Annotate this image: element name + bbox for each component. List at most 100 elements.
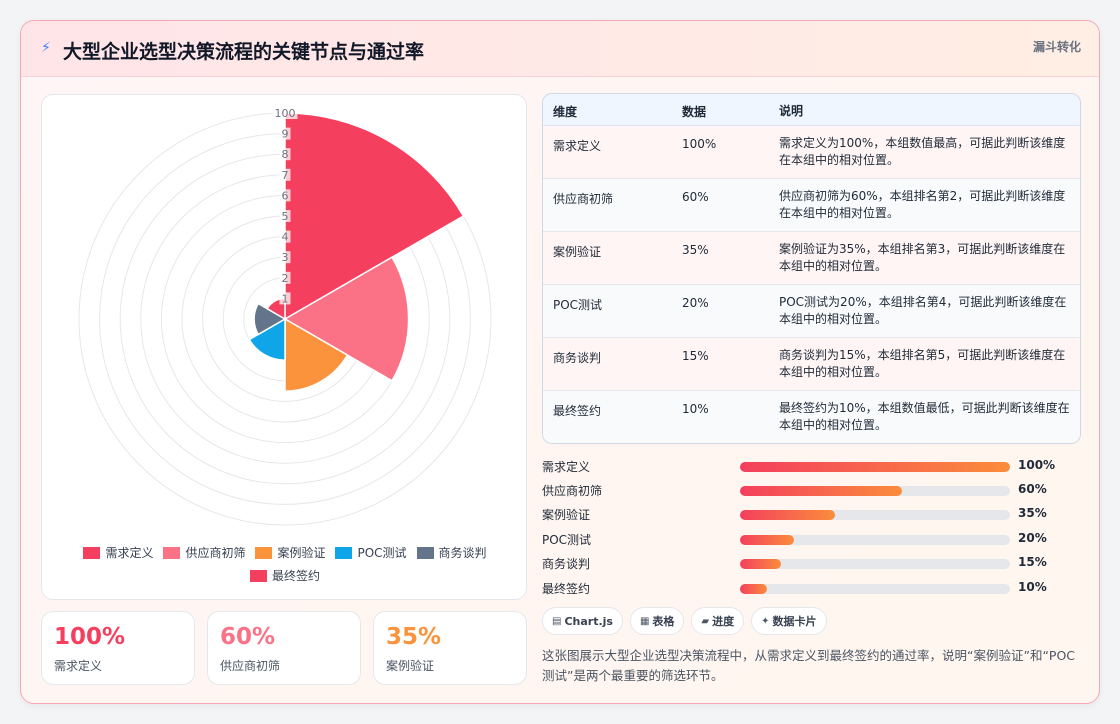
data-table: 维度 数据 说明 需求定义 100% 需求定义为100%，本组数值最高，可据此判… [542,93,1081,444]
progress-track [740,584,1010,594]
cell-note: 供应商初筛为60%，本组排名第2，可据此判断该维度在本组中的相对位置。 [779,189,1066,220]
legend-swatch [249,569,267,582]
progress-track [740,535,1010,545]
progress-value: 60% [1018,482,1047,496]
column-header-dimension: 维度 [553,105,578,119]
legend-item[interactable]: 案例验证 [255,544,325,561]
cell-dimension: 供应商初筛 [553,192,614,206]
tick-label-bg [279,189,291,202]
r-tick-label: 9 [282,128,289,141]
cell-note: 需求定义为100%，本组数值最高，可据此判断该维度在本组中的相对位置。 [779,136,1066,167]
progress-row: 商务谈判 15% [542,553,1081,573]
progress-fill [740,510,835,520]
chip-table[interactable]: ▦ 表格 [629,607,685,635]
polar-sector [284,317,349,392]
kpi-label: 需求定义 [54,659,103,673]
cell-note: POC测试为20%，本组排名第4，可据此判断该维度在本组中的相对位置。 [779,295,1067,326]
chip-chartjs[interactable]: ▤ Chart.js [542,607,623,635]
card-header: ⚡ 大型企业选型决策流程的关键节点与通过率 漏斗转化 [21,21,1099,77]
polar-area-chart: 1 2 3 4 5 6 7 8 9 100 [78,107,492,526]
legend-item[interactable]: POC测试 [335,544,407,561]
page-title: 大型企业选型决策流程的关键节点与通过率 [63,41,425,63]
cell-data: 60% [682,190,709,204]
column-header-data: 数据 [682,105,707,119]
chart-icon: ▤ [552,615,562,627]
kpi-value: 35% [386,624,442,650]
cell-note: 案例验证为35%，本组排名第3，可据此判断该维度在本组中的相对位置。 [779,242,1066,273]
progress-track [740,559,1010,569]
progress-label: 商务谈判 [542,557,591,571]
tick-label-bg [279,148,291,161]
progress-track [740,510,1010,520]
kpi-value: 60% [220,624,276,650]
progress-label: 最终签约 [542,582,591,596]
cell-dimension: 最终签约 [553,404,602,418]
tick-label-bg [272,107,298,119]
polar-sector [253,302,287,336]
progress-value: 20% [1018,531,1047,545]
tech-chips: ▤ Chart.js ▦ 表格 ▰ 进度 ✦ 数据卡片 [542,607,827,635]
tick-label-bg [279,210,291,222]
progress-fill [740,462,1010,472]
legend-item[interactable]: 商务谈判 [416,544,487,561]
cell-dimension: 需求定义 [553,139,602,153]
cell-dimension: POC测试 [553,298,603,312]
tick-label-bg [279,292,291,305]
progress-label: 供应商初筛 [542,484,603,498]
progress-row: 供应商初筛 60% [542,480,1081,500]
tick-label-bg [279,127,291,140]
tick-label-bg [279,230,291,243]
kpi-card: 100% 需求定义 [41,611,195,685]
cell-data: 15% [682,349,709,363]
legend-item[interactable]: 最终签约 [249,567,320,584]
polar-sector [284,112,465,321]
r-tick-label: 3 [282,251,289,264]
tick-label-bg [279,251,291,264]
card-icon: ✦ [761,615,770,627]
legend-item[interactable]: 供应商初筛 [163,544,245,561]
chip-label: 数据卡片 [772,615,817,628]
progress-label: 需求定义 [542,460,591,474]
legend-swatch [335,546,353,559]
cell-note: 最终签约为10%，本组数值最低，可据此判断该维度在本组中的相对位置。 [779,401,1070,432]
chip-label: 表格 [652,615,675,628]
progress-value: 100% [1018,458,1056,472]
progress-row: 最终签约 10% [542,578,1081,598]
chip-progress[interactable]: ▰ 进度 [691,607,745,635]
kpi-label: 供应商初筛 [220,659,281,673]
r-tick-label: 8 [282,148,289,161]
chip-data-cards[interactable]: ✦ 数据卡片 [751,607,827,635]
legend-swatch [83,546,101,559]
r-tick-label: 4 [282,231,289,244]
polar-sector [283,256,410,382]
dashboard-card: ⚡ 大型企业选型决策流程的关键节点与通过率 漏斗转化 1 2 3 4 5 6 7 8 9 100 … [20,20,1100,704]
legend-swatch [255,546,273,559]
progress-value: 10% [1018,580,1047,594]
table-row: 商务谈判 15% 商务谈判为15%，本组排名第5，可据此判断该维度在本组中的相对… [543,338,1080,391]
progress-fill [740,584,767,594]
table-row: 供应商初筛 60% 供应商初筛为60%，本组排名第2，可据此判断该维度在本组中的… [543,179,1080,232]
progress-fill [740,535,794,545]
cell-data: 20% [682,296,709,310]
r-tick-label: 100 [275,107,296,120]
r-tick-label: 1 [282,292,289,305]
progress-fill [740,486,902,496]
legend-label: POC测试 [357,546,407,560]
kpi-label: 案例验证 [386,659,435,673]
kpi-value: 100% [54,624,126,650]
progress-value: 15% [1018,555,1047,569]
progress-value: 35% [1018,506,1047,520]
table-row: 需求定义 100% 需求定义为100%，本组数值最高，可据此判断该维度在本组中的… [543,126,1080,179]
cell-data: 100% [682,137,717,151]
lightning-icon: ⚡ [41,40,51,56]
cell-note: 商务谈判为15%，本组排名第5，可据此判断该维度在本组中的相对位置。 [779,348,1066,379]
legend-item[interactable]: 需求定义 [83,544,153,561]
progress-track [740,486,1010,496]
legend-swatch [416,546,434,559]
legend-label: 供应商初筛 [185,546,246,560]
tick-label-bg [279,168,291,181]
table-header: 维度 数据 说明 [543,94,1080,126]
cell-dimension: 商务谈判 [553,351,602,365]
table-row: POC测试 20% POC测试为20%，本组排名第4，可据此判断该维度在本组中的… [543,285,1080,338]
polar-chart-panel: 1 2 3 4 5 6 7 8 9 100 需求定义 供应商初筛 案例验证 POC测试 商务谈判 最终签约 [41,94,527,600]
